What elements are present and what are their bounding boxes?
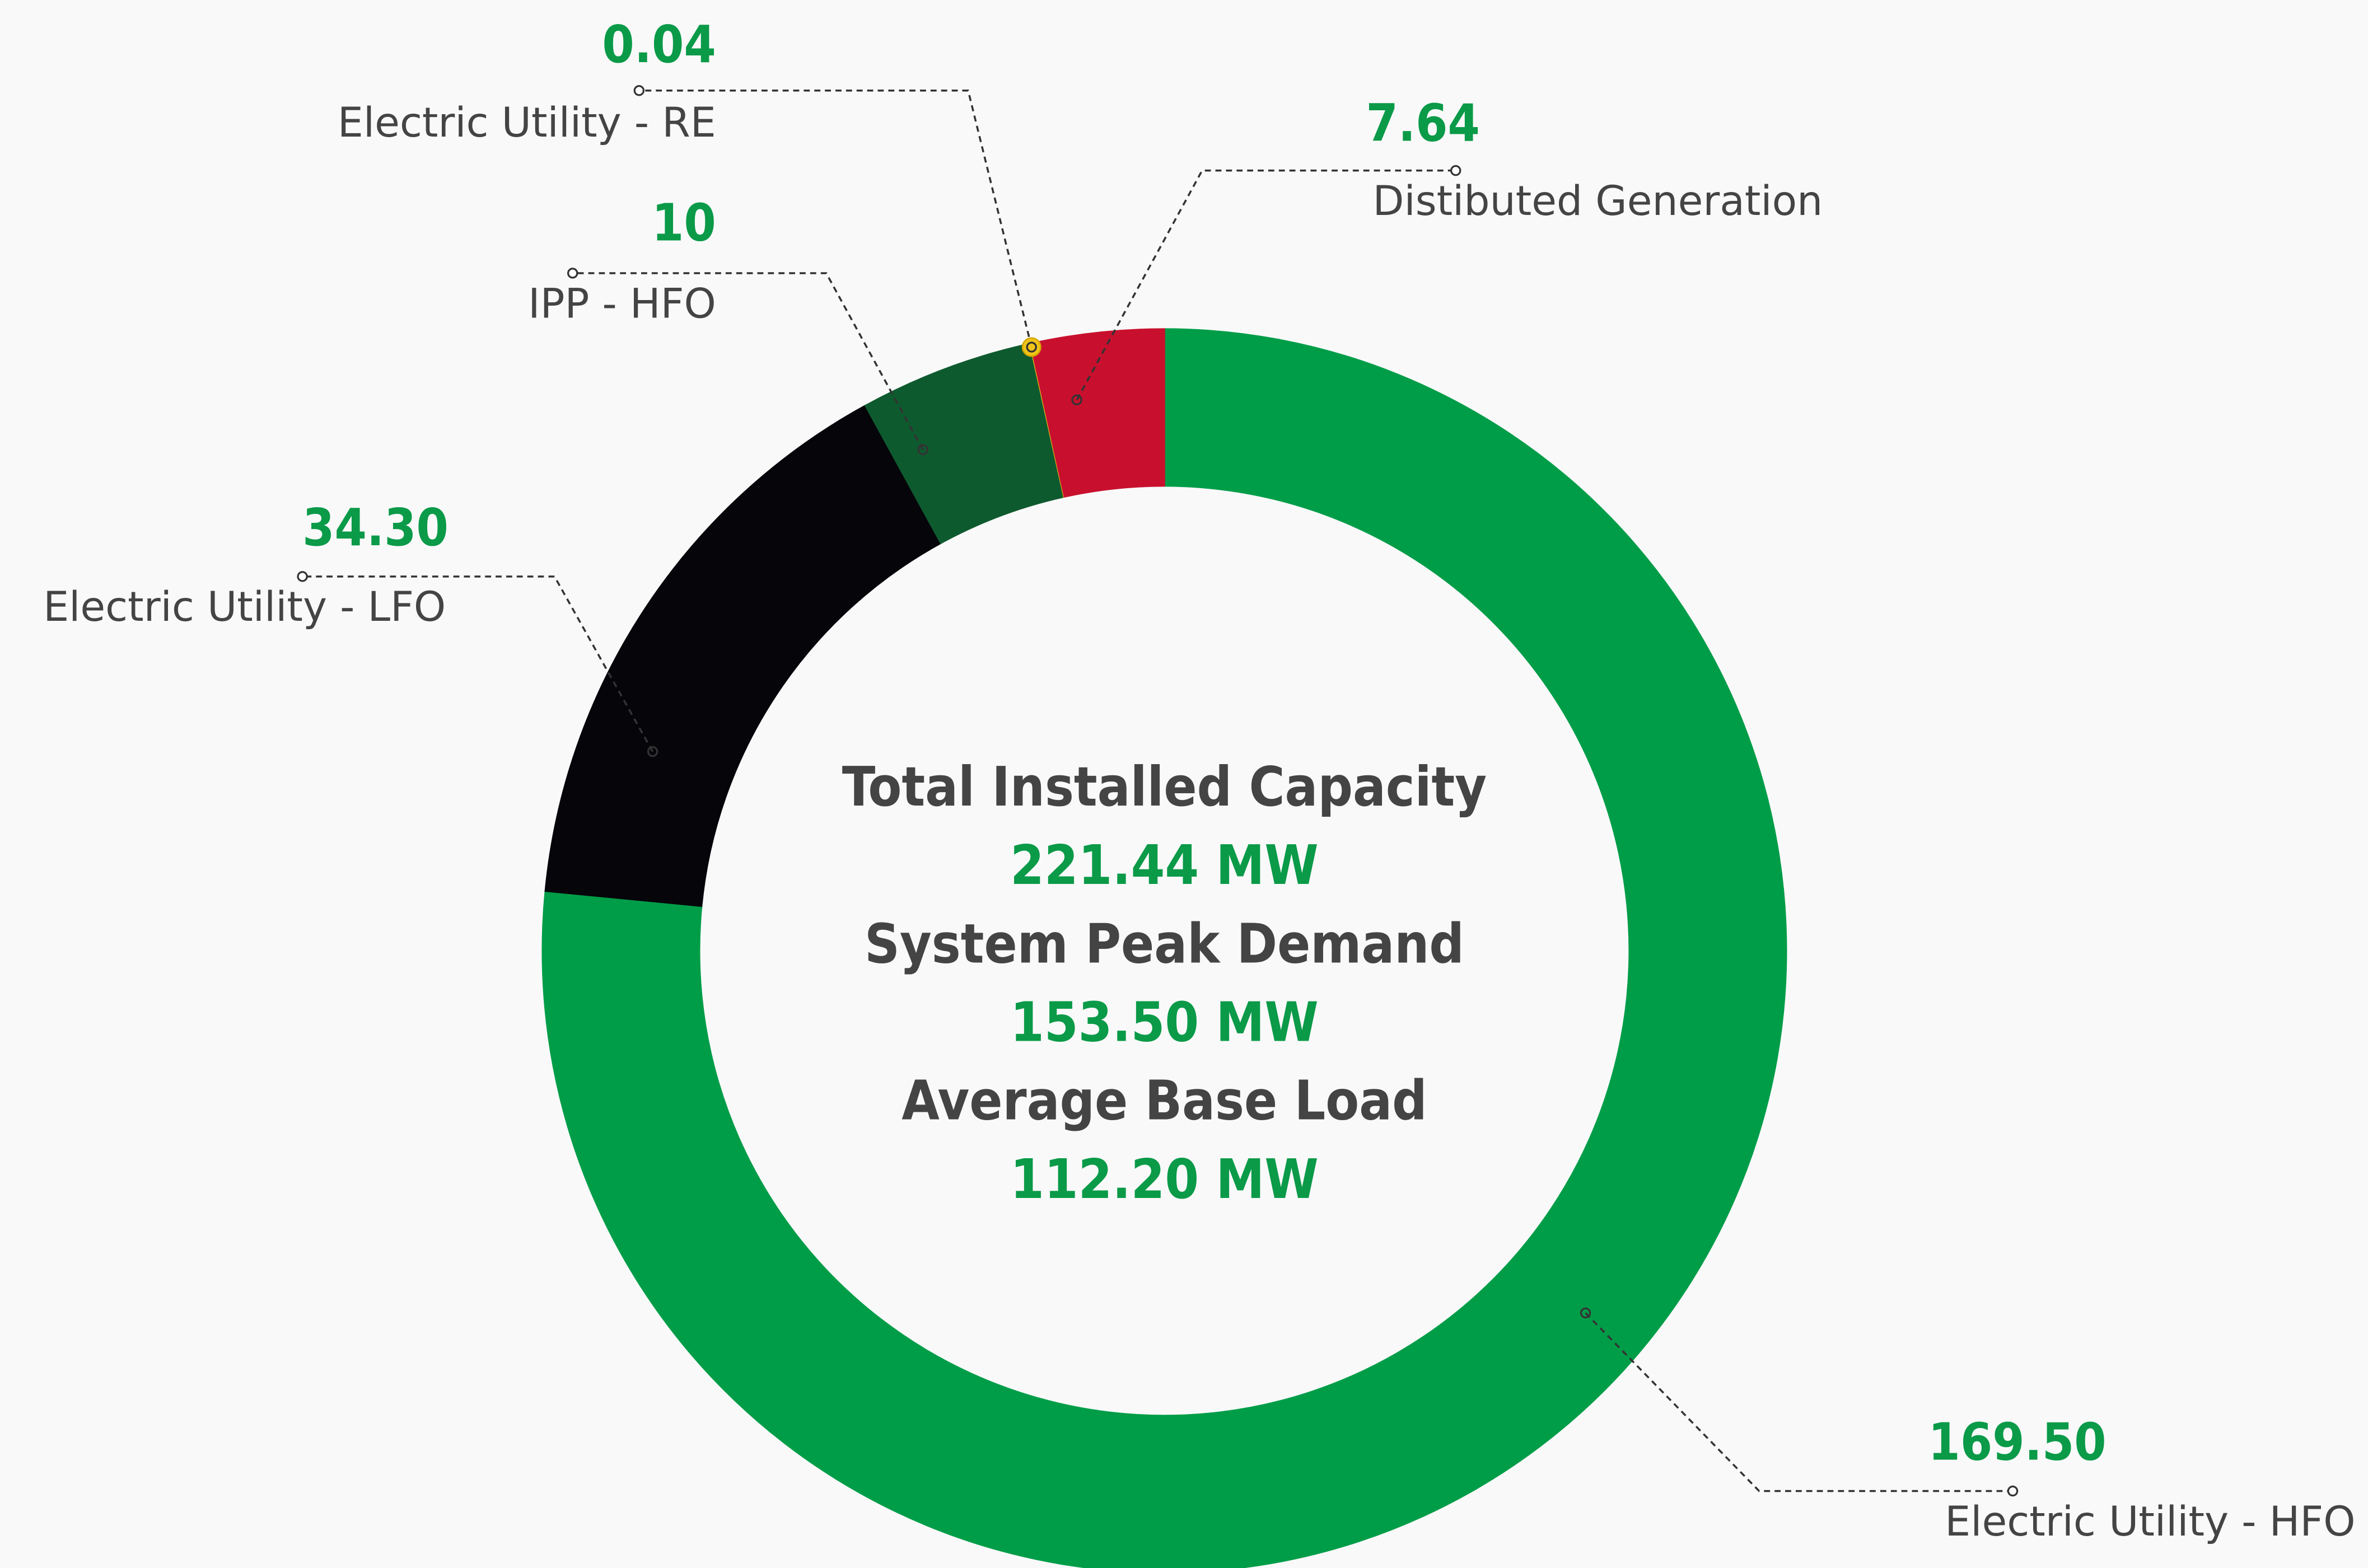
center-text: Average Base Load (902, 1069, 1427, 1132)
slice-label: Electric Utility - LFO (43, 583, 446, 631)
leader-dot (647, 746, 658, 757)
donut-slice (1029, 328, 1165, 498)
value-label: 0.04 (602, 15, 716, 74)
value-label: 34.30 (302, 498, 449, 558)
value-label: 10 (652, 193, 716, 252)
leader-line (572, 272, 924, 451)
center-text: 112.20 MW (1010, 1148, 1319, 1211)
leader-line (639, 89, 1033, 348)
slice-label: Electric Utility - HFO (1945, 1498, 2355, 1546)
leader-dot (1450, 165, 1461, 176)
leader-dot (917, 444, 928, 456)
center-text: 221.44 MW (1010, 834, 1319, 897)
donut-slice (544, 404, 942, 907)
marker-ring (1021, 337, 1041, 357)
center-text: Total Installed Capacity (842, 755, 1487, 818)
leader-dot (2007, 1485, 2019, 1497)
leader-dot (297, 571, 308, 582)
leader-dot (1071, 394, 1082, 406)
slice-label: Electric Utility - RE (338, 99, 716, 147)
leader-dot (567, 268, 578, 279)
center-text: System Peak Demand (865, 912, 1464, 975)
value-label: 169.50 (1928, 1412, 2107, 1472)
leader-line (1585, 1312, 2013, 1492)
leader-dot (1580, 1307, 1591, 1319)
center-text: 153.50 MW (1010, 991, 1319, 1054)
slice-label: Distibuted Generation (1372, 177, 1823, 225)
value-label: 7.64 (1366, 93, 1479, 153)
slice-label: IPP - HFO (528, 280, 716, 327)
leader-dot (633, 85, 644, 96)
donut-slice (541, 328, 1787, 1568)
leader-line (1076, 169, 1456, 401)
leader-dot (1026, 341, 1037, 353)
leader-line (302, 575, 654, 752)
